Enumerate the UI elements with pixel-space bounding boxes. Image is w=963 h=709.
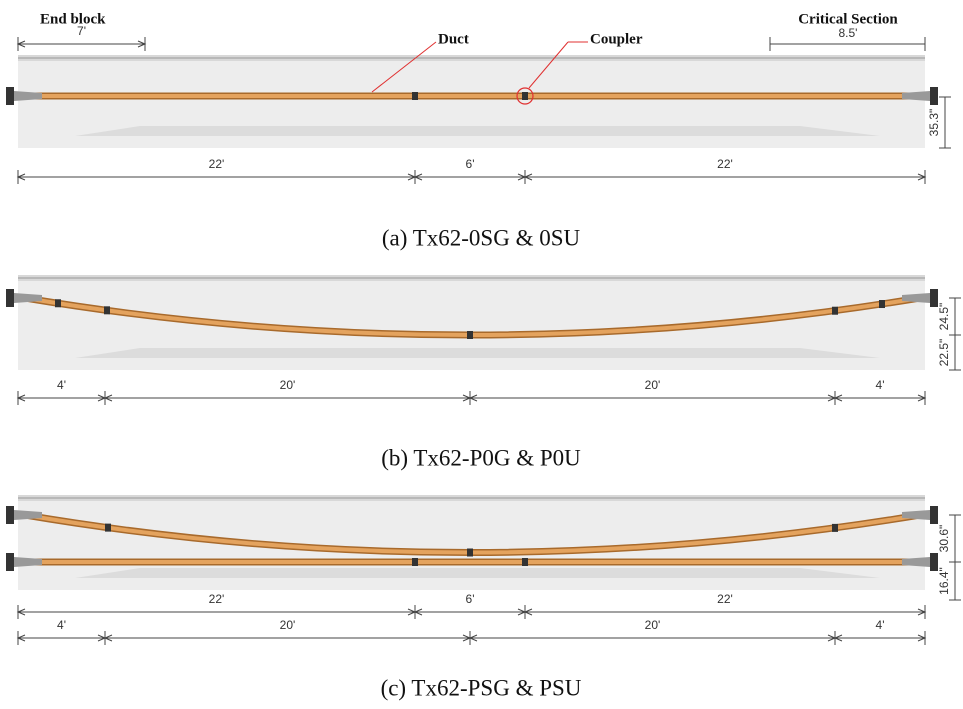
coupler xyxy=(522,558,528,566)
critical-section-label: Critical Section xyxy=(798,11,898,27)
coupler xyxy=(832,523,838,532)
coupler xyxy=(879,300,885,309)
dim-arrow xyxy=(523,608,927,616)
anchor-cone xyxy=(14,557,42,567)
caption: (c) Tx62-PSG & PSU xyxy=(381,675,582,700)
anchor-plate xyxy=(930,506,938,524)
depth-label: 22.5" xyxy=(937,339,951,367)
dim-label: 8.5' xyxy=(839,26,858,40)
dim-arrow xyxy=(16,40,147,48)
dim-label: 20' xyxy=(645,378,661,392)
anchor-plate xyxy=(930,87,938,105)
depth-label: 24.5" xyxy=(937,303,951,331)
dim-label: 4' xyxy=(57,378,66,392)
beam-shadow xyxy=(75,568,880,578)
dim-label: 7' xyxy=(77,24,86,38)
dim-label: 22' xyxy=(209,157,225,171)
caption: (a) Tx62-0SG & 0SU xyxy=(382,225,581,250)
coupler xyxy=(412,92,418,100)
anchor-cone xyxy=(902,91,930,101)
coupler-label: Coupler xyxy=(590,31,643,47)
dim-label: 6' xyxy=(466,592,475,606)
beam-shadow xyxy=(75,126,880,136)
anchor-plate xyxy=(930,553,938,571)
leader xyxy=(528,41,569,89)
depth-label: 30.6" xyxy=(937,525,951,553)
dim-label: 4' xyxy=(876,618,885,632)
depth-label: 35.3" xyxy=(927,109,941,137)
duct-label: Duct xyxy=(438,31,469,47)
anchor-plate xyxy=(6,506,14,524)
dim-label: 4' xyxy=(876,378,885,392)
coupler xyxy=(832,306,838,315)
coupler xyxy=(467,548,473,557)
coupler xyxy=(105,523,111,532)
beam-shadow xyxy=(75,348,880,358)
caption: (b) Tx62-P0G & P0U xyxy=(381,445,581,470)
dim-label: 6' xyxy=(466,157,475,171)
dim-arrow xyxy=(833,634,927,642)
dim-label: 20' xyxy=(280,618,296,632)
coupler-highlight xyxy=(516,87,534,105)
anchor-plate xyxy=(6,289,14,307)
dim-label: 4' xyxy=(57,618,66,632)
end-block-label: End block xyxy=(40,11,106,27)
anchor-plate xyxy=(930,289,938,307)
anchor-cone xyxy=(14,510,42,520)
depth-label: 16.4" xyxy=(937,567,951,595)
anchor-plate xyxy=(6,553,14,571)
dim-label: 22' xyxy=(209,592,225,606)
anchor-cone xyxy=(902,557,930,567)
leader xyxy=(371,41,437,93)
dim-arrow xyxy=(523,173,927,181)
anchor-cone xyxy=(902,510,930,520)
dim-label: 20' xyxy=(645,618,661,632)
anchor-plate xyxy=(6,87,14,105)
anchor-cone xyxy=(902,293,930,303)
coupler xyxy=(522,92,528,100)
coupler xyxy=(55,299,61,308)
dim-label: 22' xyxy=(717,592,733,606)
dim-label: 20' xyxy=(280,378,296,392)
dim-arrow xyxy=(833,394,927,402)
dim-label: 22' xyxy=(717,157,733,171)
anchor-cone xyxy=(14,293,42,303)
coupler xyxy=(467,330,473,339)
anchor-cone xyxy=(14,91,42,101)
coupler xyxy=(104,306,110,315)
coupler xyxy=(412,558,418,566)
